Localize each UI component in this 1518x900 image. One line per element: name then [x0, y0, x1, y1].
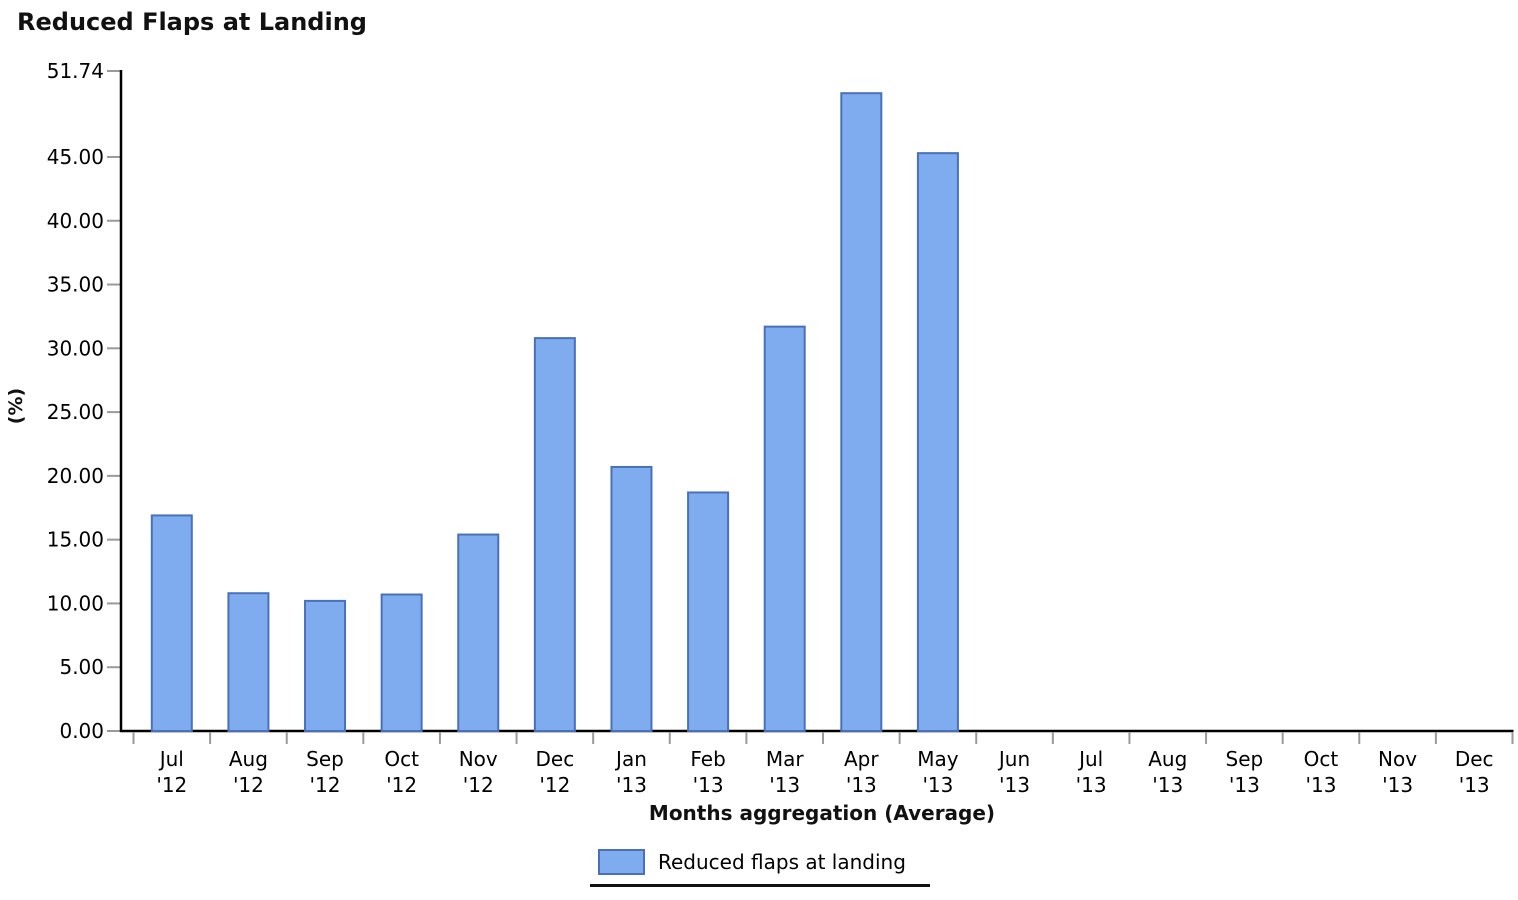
x-tick-label-year: '13 — [1152, 773, 1183, 797]
y-tick-label: 0.00 — [59, 719, 104, 743]
bar-Feb13[interactable] — [687, 491, 730, 732]
x-tick-label-year: '12 — [463, 773, 494, 797]
x-tick-label-month: Apr — [844, 747, 879, 771]
x-tick-label-year: '13 — [769, 773, 800, 797]
bar-Jan13[interactable] — [610, 465, 653, 732]
x-tick-label-year: '12 — [386, 773, 417, 797]
chart-title: Reduced Flaps at Landing — [17, 8, 367, 36]
x-tick-label-month: Sep — [306, 747, 344, 771]
bar-Jul12[interactable] — [150, 514, 193, 733]
bar-Dec12[interactable] — [533, 337, 576, 732]
x-tick-label-year: '13 — [922, 773, 953, 797]
x-tick-label-year: '12 — [233, 773, 264, 797]
bar-May13[interactable] — [916, 152, 959, 732]
x-tick-label-month: Oct — [1304, 747, 1339, 771]
x-tick-label-month: Jun — [997, 747, 1030, 771]
x-tick-label-year: '13 — [1076, 773, 1107, 797]
x-tick-label-year: '13 — [616, 773, 647, 797]
bar-Oct12[interactable] — [380, 593, 423, 732]
x-tick-label-month: Jan — [614, 747, 647, 771]
x-tick-label-month: Oct — [384, 747, 419, 771]
legend-swatch — [598, 849, 645, 875]
y-tick-label: 10.00 — [47, 591, 104, 615]
x-tick-label-month: Aug — [1148, 747, 1187, 771]
y-tick-label: 40.00 — [47, 209, 104, 233]
y-tick-label: 30.00 — [47, 336, 104, 360]
bar-Apr13[interactable] — [840, 92, 883, 732]
y-tick-label: 35.00 — [47, 273, 104, 297]
y-tick-label: 15.00 — [47, 528, 104, 552]
x-tick-label-month: Nov — [1378, 747, 1417, 771]
y-tick-label: 20.00 — [47, 464, 104, 488]
legend: Reduced flaps at landing — [598, 849, 906, 875]
x-tick-label-month: Nov — [459, 747, 498, 771]
x-tick-label-month: Aug — [229, 747, 268, 771]
x-tick-label-month: Dec — [1455, 747, 1494, 771]
x-tick-label-year: '13 — [999, 773, 1030, 797]
x-tick-label-month: Jul — [1077, 747, 1103, 771]
y-tick-label: 5.00 — [59, 655, 104, 679]
x-tick-label-year: '13 — [1382, 773, 1413, 797]
x-tick-label-month: Dec — [536, 747, 575, 771]
bar-Nov12[interactable] — [457, 533, 500, 732]
legend-label: Reduced flaps at landing — [658, 850, 906, 874]
x-tick-label-year: '13 — [846, 773, 877, 797]
x-tick-label-year: '13 — [1305, 773, 1336, 797]
x-tick-label-month: Mar — [766, 747, 805, 771]
bar-Sep12[interactable] — [304, 599, 347, 732]
x-tick-label-year: '13 — [1459, 773, 1490, 797]
x-tick-label-year: '13 — [693, 773, 724, 797]
y-tick-label: 25.00 — [47, 400, 104, 424]
x-axis-title: Months aggregation (Average) — [648, 801, 996, 825]
x-tick-label-year: '13 — [1229, 773, 1260, 797]
x-tick-label-month: Sep — [1226, 747, 1264, 771]
x-tick-label-year: '12 — [156, 773, 187, 797]
legend-underline — [590, 884, 930, 887]
x-tick-label-year: '12 — [539, 773, 570, 797]
y-tick-label: 45.00 — [47, 145, 104, 169]
x-tick-label-month: Jul — [158, 747, 184, 771]
x-tick-label-year: '12 — [310, 773, 341, 797]
x-tick-label-month: May — [917, 747, 959, 771]
bar-Mar13[interactable] — [763, 325, 806, 732]
y-tick-label: 51.74 — [47, 59, 104, 83]
bar-Aug12[interactable] — [227, 592, 270, 732]
x-tick-label-month: Feb — [690, 747, 725, 771]
